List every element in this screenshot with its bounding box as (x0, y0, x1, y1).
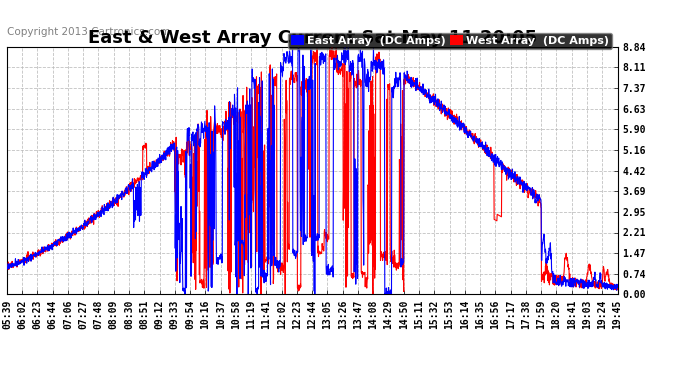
Legend: East Array  (DC Amps), West Array  (DC Amps): East Array (DC Amps), West Array (DC Amp… (288, 33, 612, 49)
Text: Copyright 2013 Cartronics.com: Copyright 2013 Cartronics.com (7, 27, 170, 37)
Title: East & West Array Current Sat May 11 20:05: East & West Array Current Sat May 11 20:… (88, 29, 537, 47)
